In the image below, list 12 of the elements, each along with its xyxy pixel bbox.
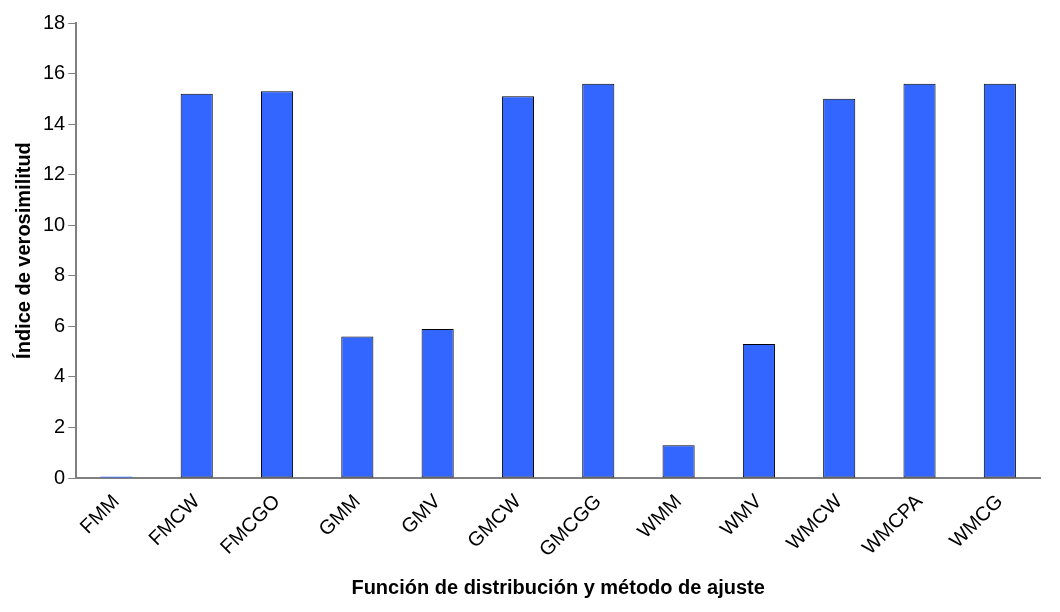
y-tick-label: 6 [54,313,66,336]
y-tick-label: 4 [54,364,66,387]
y-axis-title: Índice de verosimilitud [11,142,34,359]
y-tick-label: 2 [54,414,66,437]
x-axis-title: Función de distribución y método de ajuste [351,575,765,598]
y-tick-label: 8 [54,263,66,286]
y-tick-label: 14 [43,111,66,134]
y-tick-label: 10 [43,212,66,235]
y-tick-label: 0 [54,465,66,488]
y-tick-label: 16 [43,61,66,84]
y-tick-label: 12 [43,162,66,185]
y-tick-label: 18 [43,10,66,33]
